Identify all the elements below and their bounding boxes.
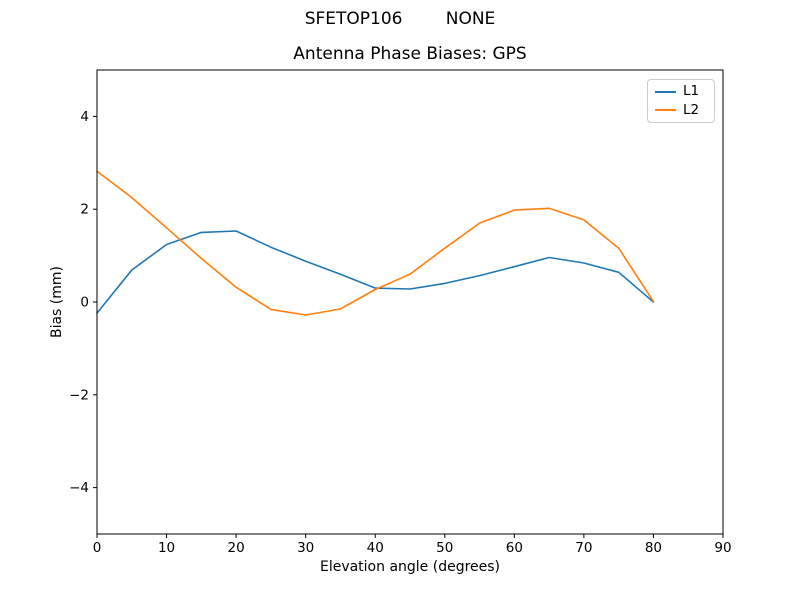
l2-line-swatch xyxy=(655,109,676,112)
y-tick-label: 2 xyxy=(80,202,89,218)
legend-label-l2: L2 xyxy=(683,101,700,118)
axes-frame xyxy=(96,69,724,535)
legend-label-l1: L1 xyxy=(683,83,700,99)
y-tick-label: −2 xyxy=(69,387,89,403)
x-tick-label: 40 xyxy=(367,540,384,556)
x-tick-label: 30 xyxy=(297,540,314,556)
legend: L1 L2 xyxy=(647,79,715,123)
l1-line-swatch xyxy=(655,90,676,93)
x-axis-label: Elevation angle (degrees) xyxy=(319,559,501,575)
x-tick-label: 70 xyxy=(575,540,592,556)
x-tick-label: 80 xyxy=(645,540,662,556)
legend-item-l2: L2 xyxy=(655,101,714,118)
x-tick-label: 50 xyxy=(436,540,453,556)
x-tick-label: 10 xyxy=(158,540,175,556)
x-tick-label: 20 xyxy=(228,540,245,556)
y-axis-label: Bias (mm) xyxy=(49,265,65,339)
x-tick-label: 90 xyxy=(714,540,731,556)
series-line-l2 xyxy=(96,170,655,316)
x-tick-label: 0 xyxy=(93,540,102,556)
y-tick-label: −4 xyxy=(69,480,89,496)
axes-title: Antenna Phase Biases: GPS xyxy=(293,44,527,64)
x-tick-label: 60 xyxy=(506,540,523,556)
y-tick-label: 4 xyxy=(80,109,89,125)
figure-suptitle: SFETOP106 NONE xyxy=(304,9,496,29)
series-line-l1 xyxy=(96,230,655,314)
legend-item-l1: L1 xyxy=(655,83,714,99)
y-tick-label: 0 xyxy=(80,295,89,311)
